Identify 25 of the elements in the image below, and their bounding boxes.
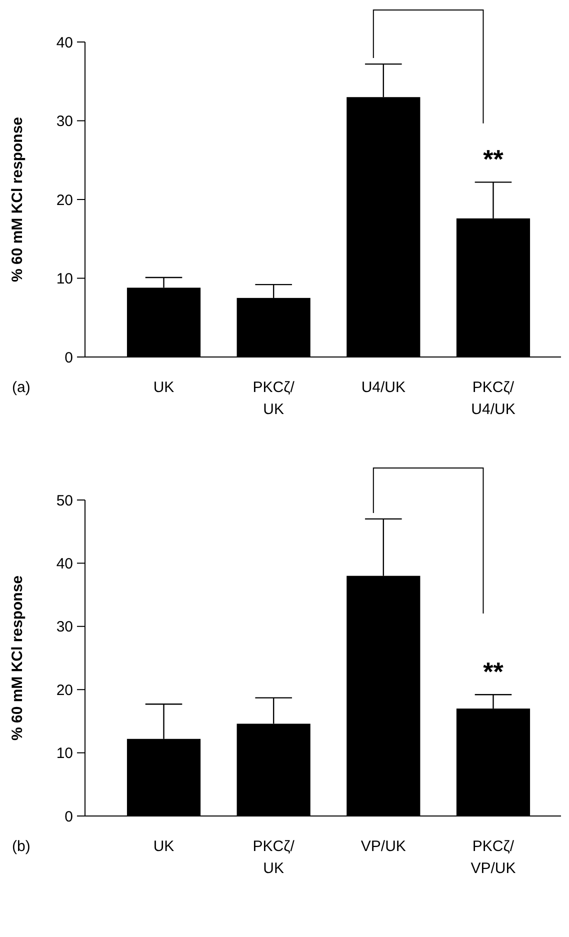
x-tick-label: U4/UK	[361, 379, 406, 396]
y-tick-label: 10	[56, 270, 73, 288]
y-axis-title: % 60 mM KCl response	[9, 575, 26, 741]
y-tick-label: 50	[56, 492, 73, 510]
x-tick-label: PKCζ/ VP/UK	[470, 838, 516, 877]
x-tick-label: PKCζ/ UK	[252, 838, 296, 877]
y-tick-label: 30	[56, 618, 73, 636]
y-tick-label: 0	[64, 808, 73, 826]
annotation: **	[483, 656, 504, 687]
x-tick-label: PKCζ/ U4/UK	[471, 379, 516, 418]
y-tick-label: 40	[56, 555, 73, 572]
y-tick-label: 20	[56, 192, 73, 209]
y-tick-label: 30	[56, 113, 73, 130]
y-tick-label: 0	[64, 349, 73, 366]
y-tick-label: 10	[56, 745, 73, 762]
y-tick-label: 40	[56, 34, 73, 52]
y-axis-title: % 60 mM KCl response	[9, 116, 26, 282]
x-tick-label: UK	[153, 838, 174, 855]
text: (b)	[12, 838, 30, 855]
text: (a)	[12, 379, 30, 396]
annotation: **	[483, 144, 504, 174]
y-tick-label: 20	[56, 682, 73, 699]
x-tick-label: UK	[153, 379, 174, 396]
x-tick-label: PKCζ/ UK	[252, 379, 296, 418]
x-tick-label: VP/UK	[360, 838, 406, 855]
